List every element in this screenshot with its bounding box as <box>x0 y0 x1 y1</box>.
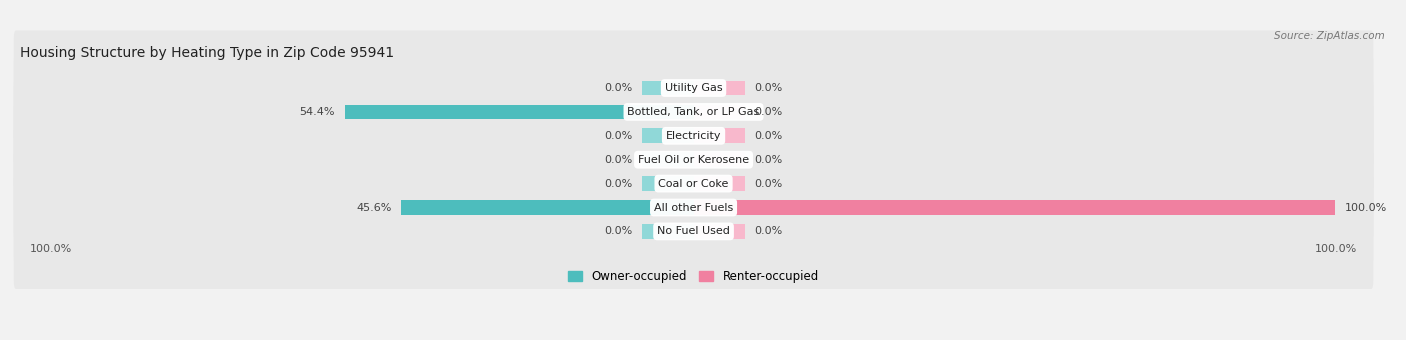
Text: 0.0%: 0.0% <box>755 131 783 141</box>
Text: Coal or Coke: Coal or Coke <box>658 178 728 189</box>
Bar <box>643 81 693 96</box>
Text: 0.0%: 0.0% <box>755 178 783 189</box>
Text: No Fuel Used: No Fuel Used <box>657 226 730 236</box>
Text: Fuel Oil or Kerosene: Fuel Oil or Kerosene <box>638 155 749 165</box>
Bar <box>693 200 1334 215</box>
Bar <box>643 224 693 239</box>
Bar <box>344 104 693 119</box>
Text: All other Fuels: All other Fuels <box>654 203 733 212</box>
FancyBboxPatch shape <box>14 30 1374 146</box>
Text: 0.0%: 0.0% <box>755 107 783 117</box>
Text: 54.4%: 54.4% <box>299 107 335 117</box>
FancyBboxPatch shape <box>14 78 1374 193</box>
Bar <box>693 104 745 119</box>
Legend: Owner-occupied, Renter-occupied: Owner-occupied, Renter-occupied <box>564 265 824 288</box>
Text: 0.0%: 0.0% <box>605 131 633 141</box>
Text: 100.0%: 100.0% <box>1344 203 1386 212</box>
Text: 0.0%: 0.0% <box>755 155 783 165</box>
Text: 0.0%: 0.0% <box>605 226 633 236</box>
Text: Source: ZipAtlas.com: Source: ZipAtlas.com <box>1274 31 1385 40</box>
FancyBboxPatch shape <box>14 54 1374 170</box>
Bar <box>643 152 693 167</box>
FancyBboxPatch shape <box>14 102 1374 217</box>
Text: 0.0%: 0.0% <box>755 83 783 93</box>
Text: 100.0%: 100.0% <box>30 243 72 254</box>
Text: Electricity: Electricity <box>666 131 721 141</box>
Text: 0.0%: 0.0% <box>605 178 633 189</box>
Text: 45.6%: 45.6% <box>356 203 391 212</box>
Bar <box>643 129 693 143</box>
Bar <box>693 176 745 191</box>
Text: 0.0%: 0.0% <box>605 155 633 165</box>
Text: 0.0%: 0.0% <box>755 226 783 236</box>
Bar <box>401 200 693 215</box>
Text: 100.0%: 100.0% <box>1315 243 1357 254</box>
Bar <box>693 152 745 167</box>
FancyBboxPatch shape <box>14 174 1374 289</box>
FancyBboxPatch shape <box>14 150 1374 265</box>
FancyBboxPatch shape <box>14 126 1374 241</box>
Bar <box>693 81 745 96</box>
Bar <box>693 129 745 143</box>
Bar <box>643 176 693 191</box>
Text: 0.0%: 0.0% <box>605 83 633 93</box>
Text: Housing Structure by Heating Type in Zip Code 95941: Housing Structure by Heating Type in Zip… <box>20 46 394 60</box>
Text: Bottled, Tank, or LP Gas: Bottled, Tank, or LP Gas <box>627 107 759 117</box>
Bar <box>693 224 745 239</box>
Text: Utility Gas: Utility Gas <box>665 83 723 93</box>
